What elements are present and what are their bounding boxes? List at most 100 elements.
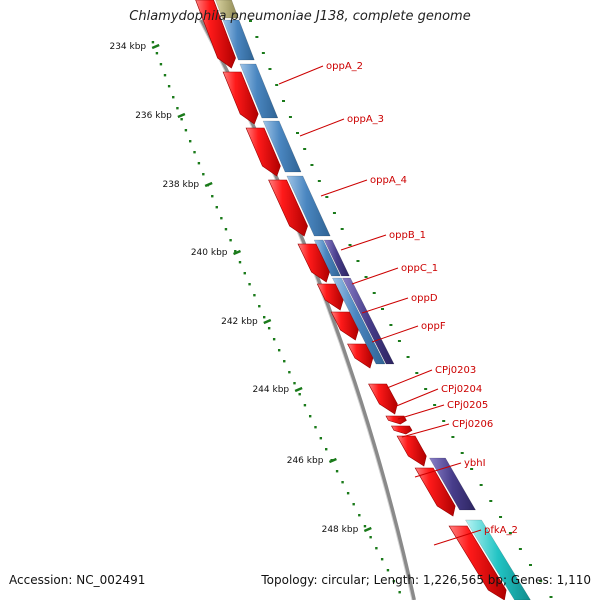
- outer-dot: [539, 580, 543, 582]
- outer-dot: [433, 404, 437, 406]
- ruler-dot: [386, 569, 390, 572]
- ruler-dot: [288, 371, 291, 374]
- ruler-dot: [224, 228, 228, 231]
- outer-dot: [381, 308, 385, 310]
- outer-dot: [295, 132, 299, 134]
- cds-arrow: [297, 243, 330, 283]
- ruler-dot: [375, 547, 378, 550]
- ruler-dot: [211, 195, 214, 198]
- ruler-dot: [176, 107, 179, 110]
- ruler-label: 238 kbp: [162, 180, 199, 190]
- gene-label: oppA_2: [326, 61, 363, 72]
- feature-bar-blue: [239, 63, 279, 119]
- gene-label: pfkA_2: [484, 525, 518, 536]
- gene-label: oppA_4: [370, 175, 407, 186]
- ruler-dot: [193, 151, 196, 154]
- ruler-tick: [294, 386, 303, 393]
- ruler-dot: [308, 415, 312, 418]
- feature-bar-blue: [222, 19, 255, 61]
- ruler-tick: [233, 249, 242, 256]
- outer-dot: [317, 180, 321, 182]
- cds-arrow: [268, 179, 308, 237]
- gene-label: CPj0204: [441, 384, 482, 395]
- cds-arrow: [330, 311, 359, 341]
- ruler-dot: [319, 437, 323, 440]
- outer-dot: [397, 340, 401, 342]
- ruler-marks: 234 kbp 236 kbp 238 kbp 240 kbp 242 kbp 244 k…: [109, 42, 372, 535]
- ruler-dot: [258, 305, 261, 308]
- ruler-dot: [314, 426, 317, 429]
- gene-leader-line: [433, 529, 482, 546]
- gene-label: oppB_1: [389, 230, 426, 241]
- gene-label: ybhI: [464, 458, 486, 469]
- ruler-dot: [369, 536, 372, 539]
- outer-dot: [310, 164, 314, 166]
- outer-dot: [424, 388, 428, 390]
- gene-label: oppA_3: [347, 114, 384, 125]
- ruler-dot: [262, 316, 266, 319]
- outer-dot: [460, 452, 464, 454]
- outer-dot: [442, 420, 446, 422]
- ruler-dot: [248, 283, 251, 286]
- genome-backbone-highlight: [198, 19, 413, 600]
- ruler-dot: [352, 503, 355, 506]
- feature-bar-purple: [323, 239, 350, 277]
- ruler-dot: [392, 580, 395, 583]
- ruler-dot: [277, 349, 281, 352]
- ruler-dot: [398, 591, 401, 594]
- ruler-tick: [177, 112, 186, 119]
- ruler-label: 236 kbp: [135, 111, 172, 121]
- outer-dot: [518, 548, 522, 550]
- ruler-dot: [234, 250, 237, 253]
- gene-label: oppC_1: [401, 263, 438, 274]
- ruler-dot: [346, 492, 350, 495]
- feature-bar-blue: [331, 277, 386, 365]
- ruler-dot: [197, 162, 201, 165]
- outer-dot: [268, 68, 272, 70]
- outer-dot: [364, 276, 368, 278]
- ruler-tick: [363, 526, 372, 533]
- gene-label: CPj0206: [452, 419, 493, 430]
- outer-dot: [282, 100, 286, 102]
- gene-leader-line: [299, 118, 345, 137]
- gene-leader-line: [401, 423, 450, 438]
- cds-arrow: [448, 525, 507, 600]
- outer-dot: [372, 292, 376, 294]
- gene-leader-line: [340, 234, 387, 251]
- ruler-dot: [341, 481, 344, 484]
- outer-dot: [348, 244, 352, 246]
- ruler-dot: [220, 217, 223, 220]
- outer-dot: [528, 564, 532, 566]
- ruler-dot: [188, 140, 192, 143]
- ruler-dot: [298, 393, 301, 396]
- feature-track: [215, 0, 531, 600]
- feature-bar-blue: [262, 120, 302, 173]
- outer-dotted-track: [249, 20, 553, 598]
- ruler-label: 248 kbp: [322, 525, 359, 535]
- outer-dot: [356, 260, 360, 262]
- ruler-dot: [172, 96, 175, 99]
- ruler-label: 246 kbp: [287, 456, 324, 466]
- ruler-label: 234 kbp: [109, 42, 146, 52]
- outer-dot: [451, 436, 455, 438]
- outer-dot: [325, 196, 329, 198]
- ruler-dot: [358, 514, 361, 517]
- ruler-dot: [267, 327, 271, 330]
- gene-leader-line: [361, 297, 409, 314]
- outer-dot: [261, 52, 265, 54]
- gene-labels: oppA_2 oppA_3 oppA_4 oppB_1 oppC_1 oppD oppF CP…: [278, 61, 518, 546]
- ruler-dot: [151, 41, 155, 44]
- ruler-dot: [180, 118, 183, 121]
- ruler-dot: [159, 63, 163, 66]
- feature-bar-cyan: [465, 519, 531, 600]
- ruler-dot: [303, 404, 307, 407]
- outer-dot: [499, 516, 503, 518]
- cds-track: [195, 0, 507, 600]
- ruler-dot: [272, 338, 276, 341]
- cds-arrow: [195, 0, 236, 69]
- outer-dot: [479, 484, 483, 486]
- map-title: Chlamydophila pneumoniae J138, complete …: [129, 9, 471, 24]
- gene-leader-line: [320, 179, 368, 197]
- outer-dot: [406, 356, 410, 358]
- outer-dot: [275, 84, 279, 86]
